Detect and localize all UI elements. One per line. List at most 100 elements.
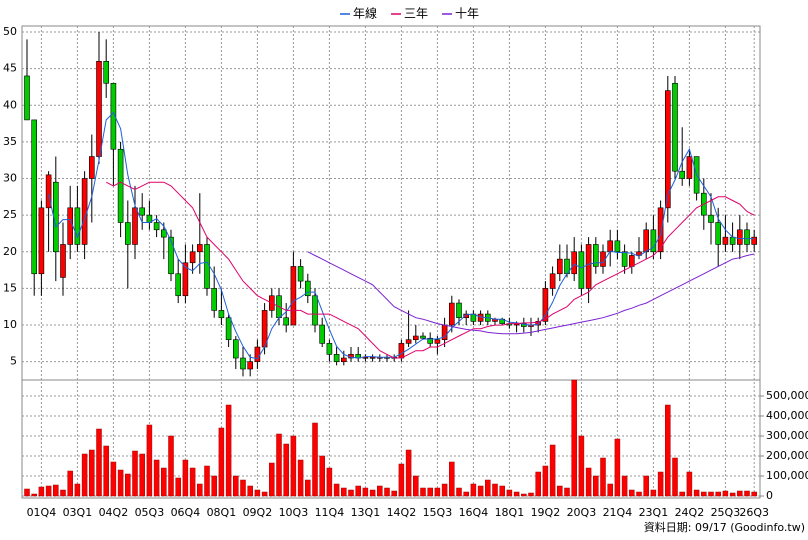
volume-bar [405, 449, 412, 497]
candle-body [45, 174, 52, 209]
volume-bar [729, 492, 736, 497]
y2-tick-label: 400,000 [766, 409, 808, 422]
candle-body [621, 251, 628, 267]
volume-bar [693, 489, 700, 497]
candle-body [240, 357, 246, 370]
volume-bar [377, 485, 383, 497]
volume-bar [420, 487, 426, 497]
candle-body [168, 236, 174, 275]
candle-body [405, 339, 412, 344]
volume-bar [168, 435, 174, 497]
y-tick-label: 25 [3, 208, 17, 221]
volume-bar [463, 491, 469, 497]
volume-bar [665, 404, 671, 497]
candle-body [369, 356, 376, 359]
candle-body [247, 361, 253, 370]
volume-bar [751, 491, 757, 497]
candle-body [362, 356, 369, 359]
candle-body [139, 207, 145, 216]
candle-body [477, 313, 484, 322]
volume-bar [211, 475, 217, 497]
volume-bar [391, 490, 397, 497]
candle-body [751, 236, 758, 245]
volume-bar [117, 469, 124, 497]
y-tick-label: 40 [3, 98, 17, 111]
candle-body [24, 75, 30, 121]
volume-bar [333, 483, 340, 497]
y-tick-label: 20 [3, 245, 17, 258]
y-tick-label: 30 [3, 172, 17, 185]
volume-bar [89, 449, 95, 497]
volume-bar [31, 493, 37, 497]
candle-body [218, 310, 225, 319]
volume-bar [110, 461, 117, 497]
candle-body [398, 343, 405, 359]
volume-bar [139, 453, 145, 497]
volume-bar [621, 475, 628, 497]
candle-body [81, 178, 88, 245]
y-tick-label: 35 [3, 135, 17, 148]
candle-body [132, 207, 138, 245]
volume-bar [348, 489, 354, 497]
volume-bar [564, 487, 570, 497]
volume-bar [189, 467, 196, 497]
candle-body [103, 61, 109, 84]
x-tick-label: 18Q1 [495, 506, 525, 519]
volume-bar [737, 490, 743, 497]
ma-line [307, 251, 755, 335]
x-tick-label: 06Q4 [171, 506, 201, 519]
x-tick-label: 03Q1 [63, 506, 93, 519]
volume-bar [470, 483, 477, 497]
candle-body [427, 337, 434, 344]
legend-label: 年線 [353, 6, 377, 21]
volume-bar [384, 487, 390, 497]
y-tick-label: 45 [3, 62, 17, 75]
volume-bar [744, 490, 750, 497]
volume-bar [585, 467, 592, 497]
volume-bar [542, 465, 549, 497]
x-tick-label: 10Q3 [279, 506, 309, 519]
volume-bar [247, 485, 253, 497]
volume-bar [485, 479, 491, 497]
volume-bar [103, 445, 109, 497]
x-tick-label: 26Q3 [739, 506, 769, 519]
candle-body [225, 317, 232, 341]
candle-body [650, 229, 657, 253]
x-tick-label: 01Q4 [27, 506, 57, 519]
volume-bar [557, 485, 563, 497]
y-tick-label: 5 [10, 355, 17, 368]
volume-bar [261, 491, 268, 497]
volume-bar [197, 483, 203, 497]
volume-bar [492, 483, 498, 497]
legend-label: 三年 [404, 7, 428, 21]
volume-bar [657, 471, 664, 497]
volume-bar [276, 433, 282, 497]
volume-bar [686, 471, 693, 497]
volume-bar [297, 459, 304, 497]
volume-bar [132, 450, 138, 497]
candle-body [607, 240, 614, 253]
volume-bar [369, 489, 376, 497]
volume-bar [225, 404, 232, 497]
candle-body [628, 255, 635, 267]
volume-bar [204, 465, 210, 497]
volume-bar [413, 475, 419, 497]
candle-body [535, 321, 542, 326]
volume-bar [305, 479, 311, 497]
y2-tick-label: 0 [766, 489, 773, 502]
candle-body [211, 288, 217, 311]
candle-body [290, 266, 297, 326]
volume-bar [182, 459, 189, 497]
candle-body [153, 222, 160, 231]
x-tick-label: 14Q2 [387, 506, 417, 519]
volume-bar [233, 475, 239, 497]
candle-body [326, 343, 333, 355]
volume-bar [398, 463, 405, 497]
volume-bar [513, 491, 520, 497]
volume-bar [427, 487, 433, 497]
candle-body [456, 302, 462, 319]
volume-bar [708, 491, 714, 497]
volume-bar [593, 475, 599, 497]
volume-bar [254, 489, 261, 497]
volume-bar [477, 485, 484, 497]
